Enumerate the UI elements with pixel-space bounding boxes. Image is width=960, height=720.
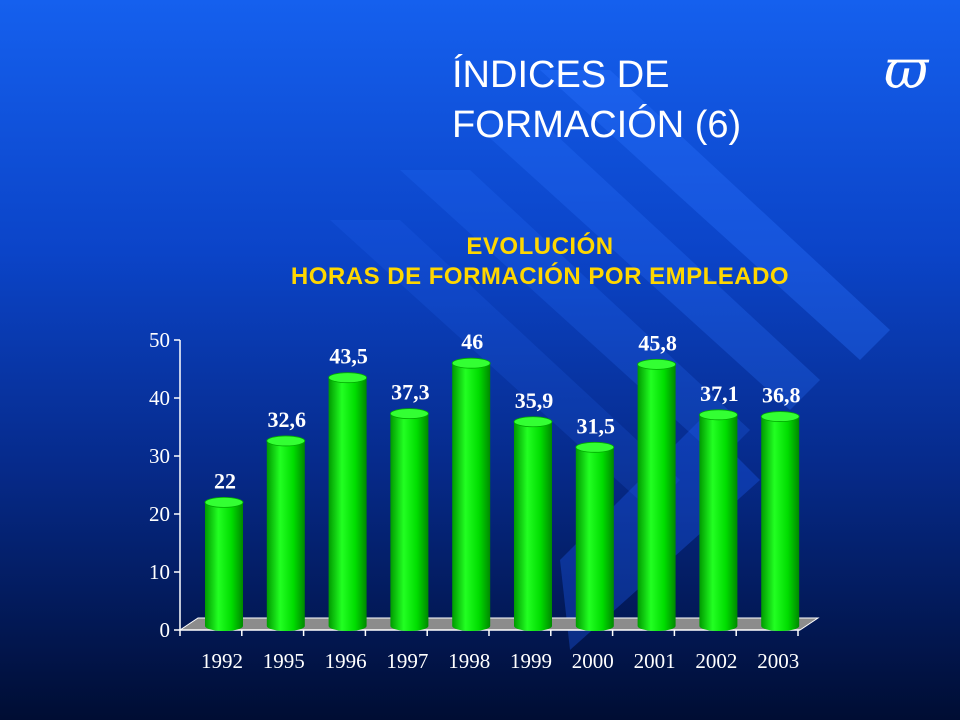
- data-label: 35,9: [515, 388, 554, 413]
- bar-top: [451, 357, 491, 369]
- x-tick-label: 1999: [510, 649, 552, 673]
- bar-2003: [760, 411, 800, 631]
- bar-top: [266, 435, 306, 447]
- data-label: 45,8: [638, 330, 677, 355]
- data-label: 46: [461, 329, 483, 354]
- chart-subtitle-line-2: HORAS DE FORMACIÓN POR EMPLEADO: [290, 263, 790, 290]
- bar-body: [452, 363, 491, 631]
- y-tick-label: 40: [149, 386, 170, 410]
- bar-top: [575, 441, 615, 453]
- y-tick-label: 0: [160, 618, 171, 642]
- data-label: 31,5: [577, 413, 616, 438]
- bar-2002: [699, 409, 738, 631]
- x-tick-label: 1992: [201, 649, 243, 673]
- x-tick-label: 1997: [386, 649, 428, 673]
- x-tick-label: 2002: [695, 649, 737, 673]
- bar-top: [389, 408, 429, 420]
- x-tick-label: 2001: [634, 649, 676, 673]
- data-label: 37,3: [391, 380, 430, 405]
- bar-top: [637, 358, 676, 370]
- omega-logo-icon: ϖ: [884, 38, 929, 101]
- bar-2001: [637, 358, 676, 631]
- x-tick-label: 2003: [757, 649, 799, 673]
- slide-title-line-1: ÍNDICES DE: [452, 54, 670, 96]
- bar-1997: [389, 408, 429, 631]
- bar-body: [514, 421, 552, 631]
- chart-subtitle-line-1: EVOLUCIÓN: [466, 233, 614, 260]
- bar-body: [266, 440, 305, 631]
- data-label: 36,8: [762, 383, 801, 408]
- bar-top: [760, 411, 800, 422]
- bar-top: [204, 496, 244, 508]
- bar-body: [328, 377, 367, 631]
- data-label: 37,1: [700, 381, 739, 406]
- slide-title-line-2: FORMACIÓN (6): [452, 104, 742, 146]
- y-tick-label: 20: [149, 502, 170, 526]
- x-tick-label: 2000: [572, 649, 614, 673]
- bar-1998: [451, 357, 491, 631]
- bar-1992: [204, 496, 244, 631]
- bar-body: [390, 413, 429, 631]
- bar-top: [699, 409, 738, 421]
- chart-subtitle: EVOLUCIÓN HORAS DE FORMACIÓN POR EMPLEAD…: [140, 232, 940, 292]
- bar-top: [328, 372, 368, 384]
- bar-body: [761, 416, 800, 631]
- x-tick-label: 1996: [325, 649, 367, 673]
- bar-body: [575, 447, 614, 631]
- y-tick-label: 10: [149, 560, 170, 584]
- bar-2000: [575, 441, 615, 631]
- bar-1995: [266, 435, 306, 631]
- bar-top: [513, 416, 553, 428]
- bar-body: [205, 502, 243, 631]
- bar-body: [637, 364, 676, 631]
- data-label: 43,5: [329, 344, 368, 369]
- x-tick-label: 1995: [263, 649, 305, 673]
- y-tick-label: 50: [149, 328, 170, 352]
- slide-title: ÍNDICES DE FORMACIÓN (6): [452, 50, 741, 150]
- x-tick-label: 1998: [448, 649, 490, 673]
- bar-1996: [328, 372, 368, 631]
- bar-body: [699, 414, 738, 631]
- data-label: 32,6: [268, 407, 307, 432]
- bar-1999: [513, 416, 553, 631]
- y-tick-label: 30: [149, 444, 170, 468]
- data-label: 22: [214, 468, 236, 493]
